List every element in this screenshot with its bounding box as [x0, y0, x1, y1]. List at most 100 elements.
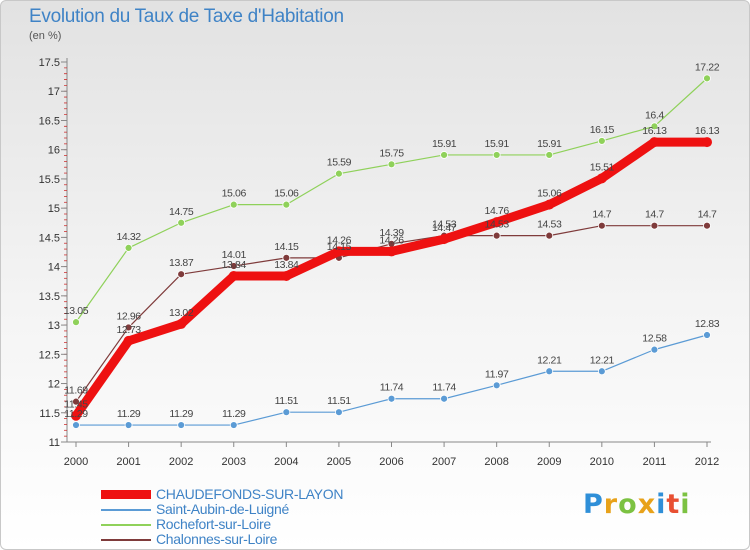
data-label: 14.76 [485, 205, 510, 217]
legend-label: Rochefort-sur-Loire [156, 516, 271, 532]
data-point [440, 394, 448, 403]
data-point [387, 394, 396, 403]
data-point [72, 318, 80, 327]
data-label: 16.13 [642, 125, 667, 137]
y-tick-label: 13 [48, 320, 60, 332]
data-point [702, 137, 712, 148]
data-label: 12.73 [116, 324, 141, 336]
data-label: 11.29 [169, 408, 193, 420]
data-label: 15.51 [590, 161, 615, 173]
logo-letter: i [680, 489, 691, 520]
data-label: 11.29 [222, 408, 246, 420]
data-label: 15.75 [379, 147, 404, 159]
legend-swatch [101, 490, 151, 499]
data-label: 15.91 [432, 138, 457, 150]
x-tick-label: 2003 [222, 456, 246, 468]
data-label: 17.22 [695, 61, 720, 73]
data-point [386, 246, 397, 257]
data-point [124, 421, 133, 429]
data-label: 14.7 [698, 209, 717, 221]
legend-label: Chalonnes-sur-Loire [156, 531, 278, 547]
data-point [650, 122, 659, 131]
data-label: 11.74 [380, 382, 404, 394]
data-point [72, 421, 80, 429]
logo-letter: x [637, 489, 657, 520]
logo-letter: o [618, 489, 638, 520]
data-label: 14.26 [379, 234, 404, 246]
data-label: 14.47 [432, 222, 457, 234]
data-label: 14.15 [274, 241, 299, 253]
x-tick-label: 2009 [537, 456, 561, 468]
data-label: 13.87 [169, 257, 194, 269]
data-label: 12.96 [116, 310, 141, 322]
data-label: 11.69 [64, 385, 88, 397]
data-label: 14.32 [116, 231, 141, 243]
x-tick-label: 2001 [116, 456, 140, 468]
data-label: 16.13 [695, 125, 720, 137]
x-tick-label: 2000 [64, 456, 88, 468]
legend-swatch [101, 508, 151, 511]
data-point [124, 323, 133, 332]
x-tick-label: 2007 [432, 456, 456, 468]
x-tick-label: 2012 [695, 456, 719, 468]
data-label: 11.97 [485, 368, 509, 380]
data-point [177, 421, 186, 429]
data-point [282, 200, 291, 209]
data-label: 12.83 [695, 318, 720, 330]
data-point [229, 421, 238, 429]
data-point [597, 367, 606, 376]
data-point [545, 367, 554, 376]
data-label: 14.15 [327, 241, 352, 253]
data-label: 15.06 [274, 188, 299, 200]
x-tick-label: 2004 [274, 456, 298, 468]
x-tick-label: 2008 [484, 456, 508, 468]
data-point [177, 270, 186, 279]
series-line-chaudefonds-sur-layon [71, 137, 712, 421]
data-point [545, 151, 554, 159]
data-label: 11.51 [275, 395, 299, 407]
y-tick-label: 12.5 [39, 349, 60, 361]
legend-label: Saint-Aubin-de-Luigné [156, 501, 290, 517]
data-point [650, 345, 659, 354]
data-point [123, 335, 134, 346]
y-tick-label: 13.5 [39, 291, 60, 303]
y-tick-label: 14.5 [39, 232, 60, 244]
data-label: 14.39 [379, 227, 404, 239]
data-point [177, 218, 186, 227]
y-tick-label: 16 [48, 145, 60, 157]
data-label: 15.06 [222, 188, 247, 200]
data-label: 11.74 [432, 382, 456, 394]
data-label: 15.91 [485, 138, 510, 150]
data-label: 13.84 [274, 259, 299, 271]
data-label: 11.29 [117, 408, 141, 420]
chart-units: (en %) [29, 30, 62, 42]
data-point [176, 318, 187, 329]
y-tick-label: 11.5 [39, 408, 60, 420]
data-label: 14.75 [169, 206, 194, 218]
x-tick-label: 2005 [327, 456, 351, 468]
data-label: 15.91 [537, 138, 562, 150]
logo-letter: r [603, 489, 619, 520]
data-label: 14.53 [432, 219, 457, 231]
data-point [544, 199, 555, 210]
data-point [492, 151, 501, 159]
data-point [281, 270, 292, 281]
data-point [228, 270, 239, 281]
data-label: 13.84 [222, 259, 247, 271]
logo-letter: i [656, 489, 667, 520]
y-tick-label: 14 [48, 262, 60, 274]
data-point [72, 397, 80, 406]
data-point [439, 234, 450, 245]
data-point [282, 408, 291, 417]
data-label: 14.26 [327, 234, 352, 246]
data-label: 14.01 [222, 249, 247, 261]
logo-letter: P [583, 489, 604, 520]
chart-data-labels: 11.29 11.29 11.29 11.29 11.51 11.51 11.74 11.74… [64, 61, 720, 420]
y-tick-label: 15 [48, 203, 60, 215]
x-tick-label: 2002 [169, 456, 193, 468]
data-point [229, 200, 238, 209]
data-point [335, 169, 343, 178]
data-point [703, 221, 711, 230]
